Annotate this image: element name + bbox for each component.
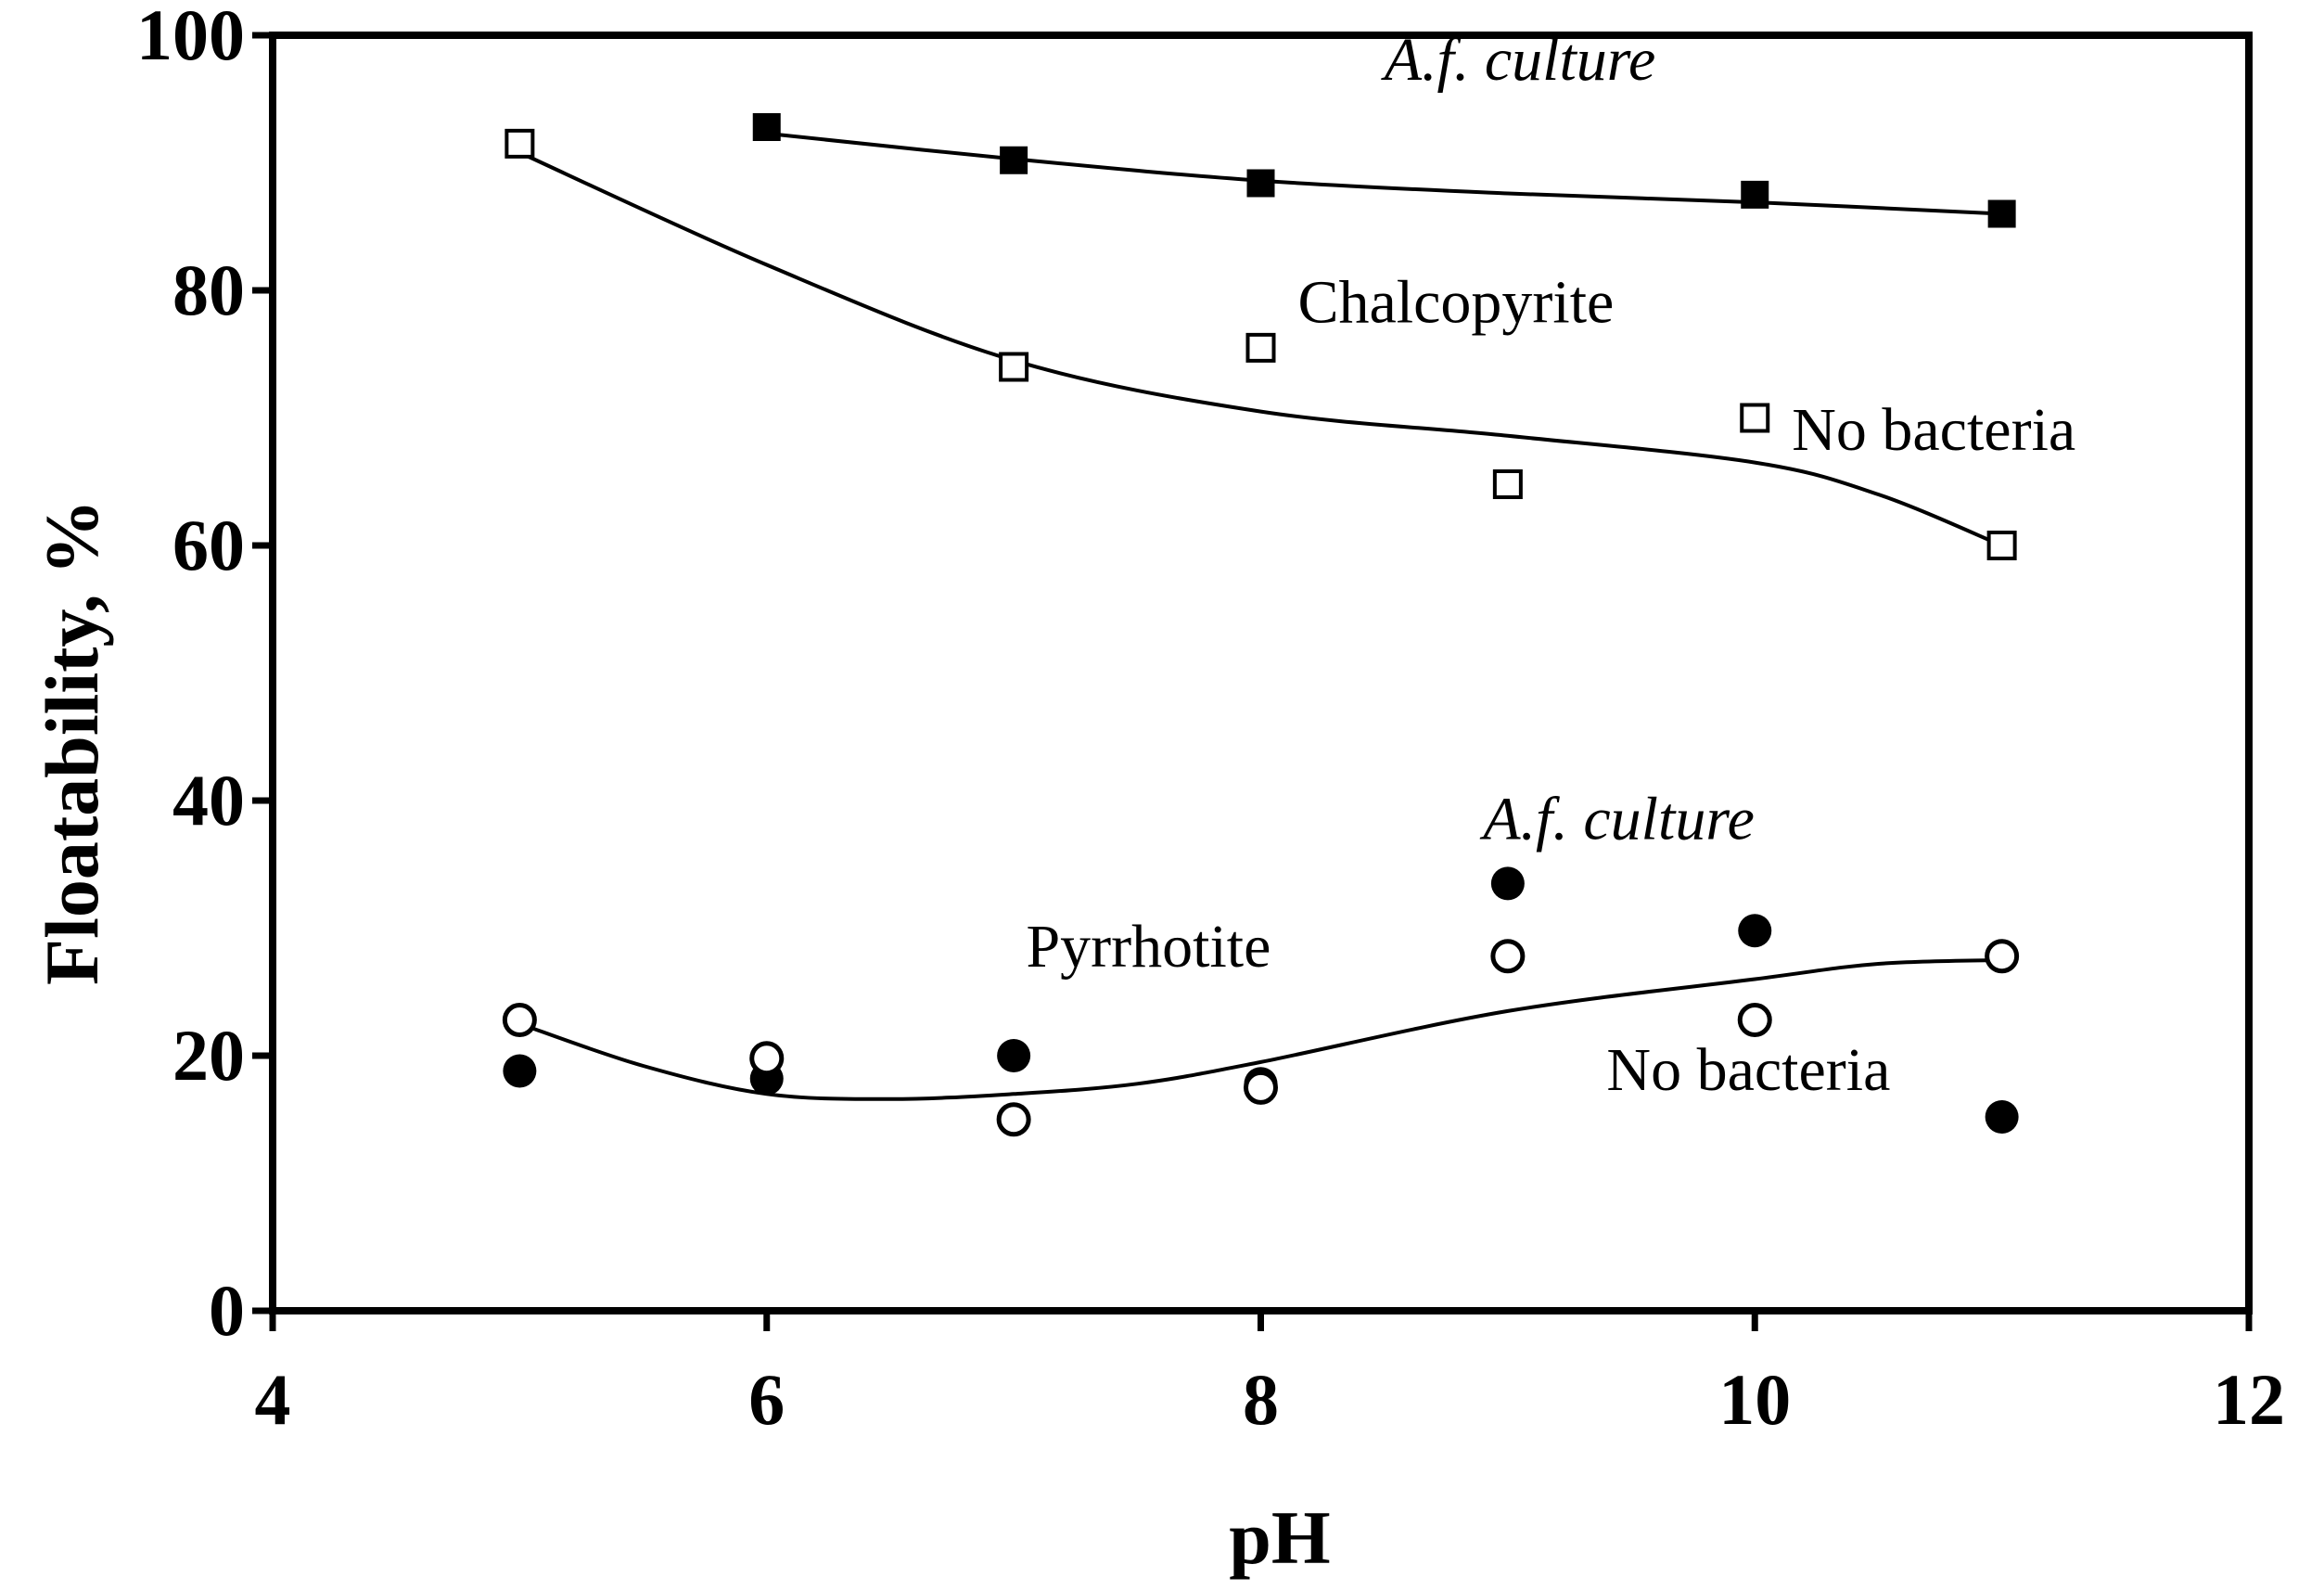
annotation-0: A.f. culture	[1381, 26, 1656, 94]
x-tick-label-10: 10	[1718, 1359, 1791, 1440]
x-tick-label-12: 12	[2213, 1359, 2285, 1440]
y-tick-label-20: 20	[172, 1015, 245, 1096]
annotation-3: A.f. culture	[1479, 785, 1755, 853]
x-axis-title: pH	[1229, 1495, 1330, 1580]
y-tick-label-40: 40	[172, 760, 245, 840]
fit-curve-3	[518, 957, 2002, 1101]
data-point-s3-1	[749, 1041, 785, 1076]
data-point-s1-2	[1245, 332, 1276, 363]
data-point-s0-4	[1987, 199, 2016, 228]
y-tick-label-80: 80	[172, 250, 245, 330]
data-point-s3-5	[1737, 1003, 1772, 1037]
plot-layer: 4 6 8 10 12 0 20 40 60 80 100 A.f. culture Chalcopyr…	[136, 0, 2285, 1440]
annotation-5: No bacteria	[1606, 1036, 1890, 1104]
data-point-s1-0	[504, 128, 535, 159]
data-point-s1-1	[999, 352, 1029, 382]
data-point-s2-2	[997, 1039, 1031, 1072]
data-point-s0-2	[1246, 169, 1275, 198]
y-tick-label-100: 100	[136, 0, 245, 75]
data-point-s3-4	[1490, 939, 1526, 974]
x-tick-label-8: 8	[1243, 1359, 1279, 1440]
data-point-s3-6	[1985, 939, 2020, 974]
fit-curve-1	[518, 150, 2003, 547]
annotation-1: Chalcopyrite	[1297, 268, 1614, 336]
y-tick-label-0: 0	[209, 1270, 245, 1351]
data-point-s3-0	[502, 1003, 537, 1037]
x-tick-label-4: 4	[255, 1359, 291, 1440]
data-point-s2-0	[503, 1054, 537, 1088]
data-point-s2-4	[1490, 866, 1525, 901]
data-point-s1-5	[1986, 531, 2017, 560]
data-point-s1-4	[1740, 403, 1770, 433]
y-axis-title: Floatability, %	[30, 499, 114, 985]
data-point-s1-3	[1492, 469, 1523, 499]
data-point-s3-3	[1244, 1070, 1278, 1105]
annotation-2: No bacteria	[1792, 396, 2075, 464]
data-point-s0-3	[1741, 180, 1769, 209]
fit-curve-0	[766, 131, 2002, 216]
data-point-s2-5	[1738, 914, 1772, 948]
data-point-s3-2	[996, 1102, 1031, 1137]
annotation-4: Pyrrhotite	[1026, 913, 1271, 981]
x-tick-label-6: 6	[748, 1359, 785, 1440]
data-point-s0-1	[1000, 146, 1028, 174]
plot-frame	[269, 32, 2253, 1314]
data-point-s2-6	[1985, 1100, 2019, 1134]
data-point-s0-0	[752, 113, 781, 141]
y-tick-label-60: 60	[172, 505, 245, 585]
